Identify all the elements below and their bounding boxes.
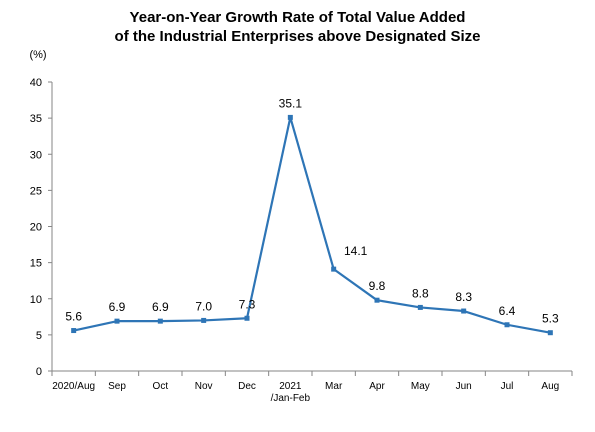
chart-title-line-2: of the Industrial Enterprises above Desi… bbox=[114, 28, 481, 45]
y-tick-label: 0 bbox=[36, 366, 42, 378]
labels-layer: (%) 0 5 10 15 20 25 30 35 40 2020/Aug Sep Oct Nov Dec 2… bbox=[29, 49, 559, 404]
data-label: 6.9 bbox=[109, 300, 126, 314]
axes bbox=[48, 81, 573, 376]
y-tick-label: 40 bbox=[30, 77, 42, 89]
y-tick-label: 25 bbox=[30, 185, 42, 197]
x-category-label: /Jan-Feb bbox=[271, 393, 311, 404]
series-line bbox=[73, 116, 551, 334]
data-point-marker bbox=[114, 318, 120, 324]
data-label: 8.3 bbox=[455, 290, 472, 304]
x-category-label: Dec bbox=[238, 381, 256, 392]
data-point-marker bbox=[331, 266, 337, 272]
data-point-marker bbox=[201, 317, 207, 323]
data-label: 7.3 bbox=[239, 297, 256, 311]
data-point-marker bbox=[157, 318, 163, 324]
data-label: 5.6 bbox=[65, 310, 82, 324]
y-tick-label: 5 bbox=[36, 330, 42, 342]
data-label: 7.0 bbox=[195, 299, 212, 313]
y-tick-label: 15 bbox=[30, 258, 42, 270]
data-point-marker bbox=[417, 304, 423, 310]
y-tick-label: 10 bbox=[30, 294, 42, 306]
x-category-label: Jul bbox=[501, 381, 514, 392]
data-point-marker bbox=[71, 328, 77, 334]
data-point-marker bbox=[461, 308, 467, 314]
x-category-label: Sep bbox=[108, 381, 126, 392]
data-point-marker bbox=[287, 114, 293, 120]
x-category-label: 2021 bbox=[279, 381, 302, 392]
chart-title: Year-on-Year Growth Rate of Total Value … bbox=[0, 8, 595, 46]
x-category-label: Jun bbox=[456, 381, 472, 392]
x-category-label: 2020/Aug bbox=[52, 381, 95, 392]
y-tick-label: 35 bbox=[30, 113, 42, 125]
series-layer bbox=[71, 114, 553, 336]
data-label: 14.1 bbox=[344, 244, 368, 258]
x-category-label: May bbox=[411, 381, 430, 392]
data-point-marker bbox=[374, 297, 380, 303]
x-category-label: Aug bbox=[541, 381, 559, 392]
y-tick-label: 20 bbox=[30, 222, 42, 234]
x-category-label: Oct bbox=[153, 381, 169, 392]
x-category-label: Mar bbox=[325, 381, 343, 392]
data-point-marker bbox=[547, 330, 553, 336]
data-point-marker bbox=[504, 322, 510, 328]
data-point-marker bbox=[244, 315, 250, 321]
x-category-label: Apr bbox=[369, 381, 385, 392]
chart-title-line-1: Year-on-Year Growth Rate of Total Value … bbox=[129, 9, 466, 26]
data-label: 9.8 bbox=[369, 279, 386, 293]
y-axis-unit-label: (%) bbox=[29, 49, 46, 61]
data-label: 8.8 bbox=[412, 286, 429, 300]
data-label: 6.9 bbox=[152, 300, 169, 314]
data-label: 6.4 bbox=[499, 304, 516, 318]
data-label: 35.1 bbox=[279, 96, 303, 110]
data-label: 5.3 bbox=[542, 312, 559, 326]
x-category-label: Nov bbox=[195, 381, 213, 392]
y-tick-label: 30 bbox=[30, 149, 42, 161]
